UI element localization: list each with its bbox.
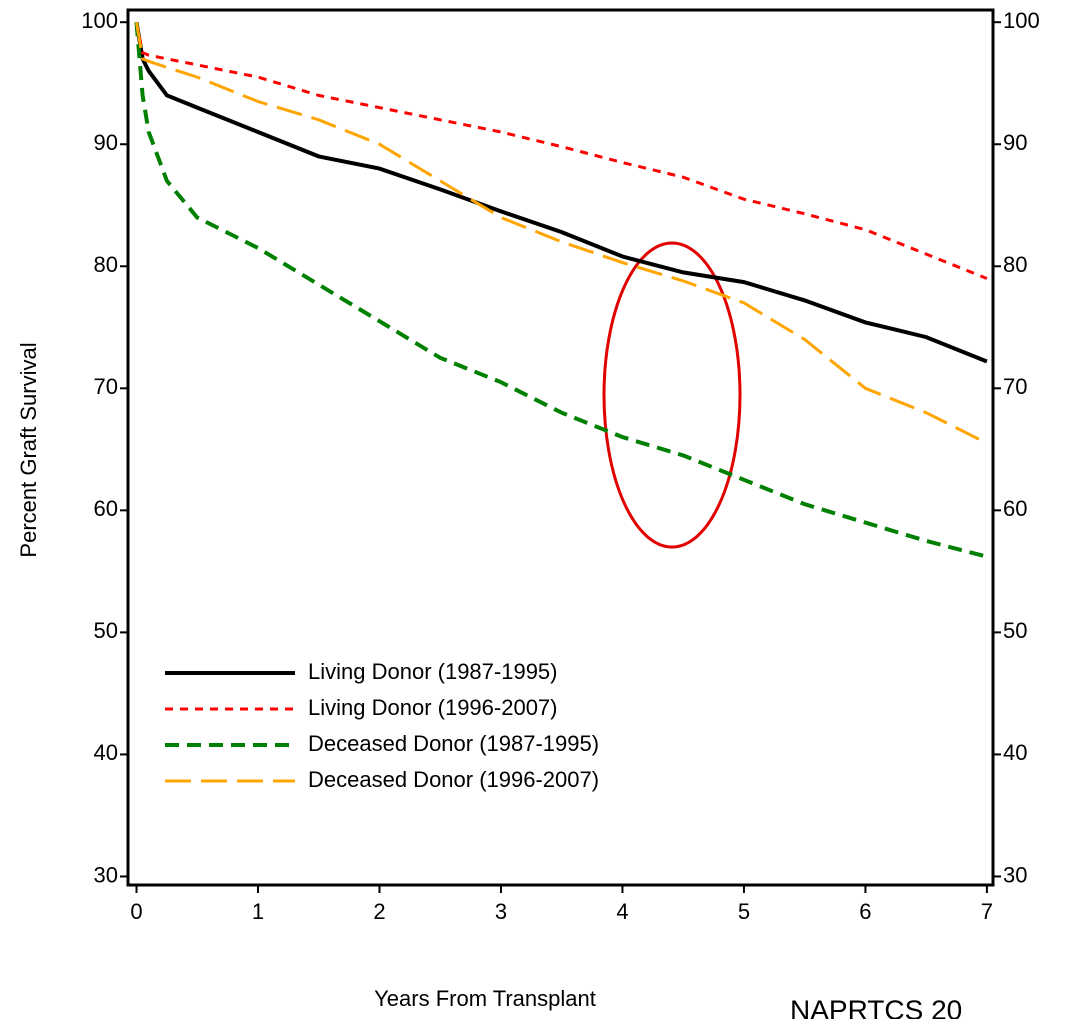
y2-tick-label: 60 (1003, 496, 1027, 521)
source-note: NAPRTCS 20 (790, 994, 962, 1019)
y2-tick-label: 40 (1003, 740, 1027, 765)
y-tick-label: 60 (94, 496, 118, 521)
series-line (135, 21, 988, 445)
y-tick-label: 80 (94, 252, 118, 277)
x-tick-label: 2 (373, 899, 385, 924)
x-tick-label: 0 (130, 899, 142, 924)
y-tick-label: 40 (94, 740, 118, 765)
x-axis-label: Years From Transplant (374, 986, 596, 1011)
legend-label: Deceased Donor (1996-2007) (308, 767, 599, 792)
y2-tick-label: 80 (1003, 252, 1027, 277)
x-tick-label: 4 (616, 899, 628, 924)
y2-tick-label: 30 (1003, 862, 1027, 887)
x-tick-label: 3 (495, 899, 507, 924)
x-tick-label: 7 (981, 899, 993, 924)
x-tick-label: 6 (859, 899, 871, 924)
y-tick-label: 90 (94, 130, 118, 155)
legend-label: Deceased Donor (1987-1995) (308, 731, 599, 756)
legend-label: Living Donor (1996-2007) (308, 695, 558, 720)
y2-tick-label: 100 (1003, 8, 1040, 33)
plot-frame (126, 8, 995, 887)
y2-tick-label: 70 (1003, 374, 1027, 399)
x-tick-label: 1 (252, 899, 264, 924)
y2-tick-label: 90 (1003, 130, 1027, 155)
series-line (134, 22, 988, 559)
y-tick-label: 50 (94, 618, 118, 643)
y-tick-label: 30 (94, 862, 118, 887)
y-axis-label: Percent Graft Survival (16, 342, 41, 557)
y-tick-label: 100 (81, 8, 118, 33)
x-tick-label: 5 (738, 899, 750, 924)
series-line (135, 21, 988, 280)
y-tick-label: 70 (94, 374, 118, 399)
legend-label: Living Donor (1987-1995) (308, 659, 558, 684)
highlight-ellipse (602, 241, 742, 549)
series-line (134, 21, 988, 364)
y2-tick-label: 50 (1003, 618, 1027, 643)
